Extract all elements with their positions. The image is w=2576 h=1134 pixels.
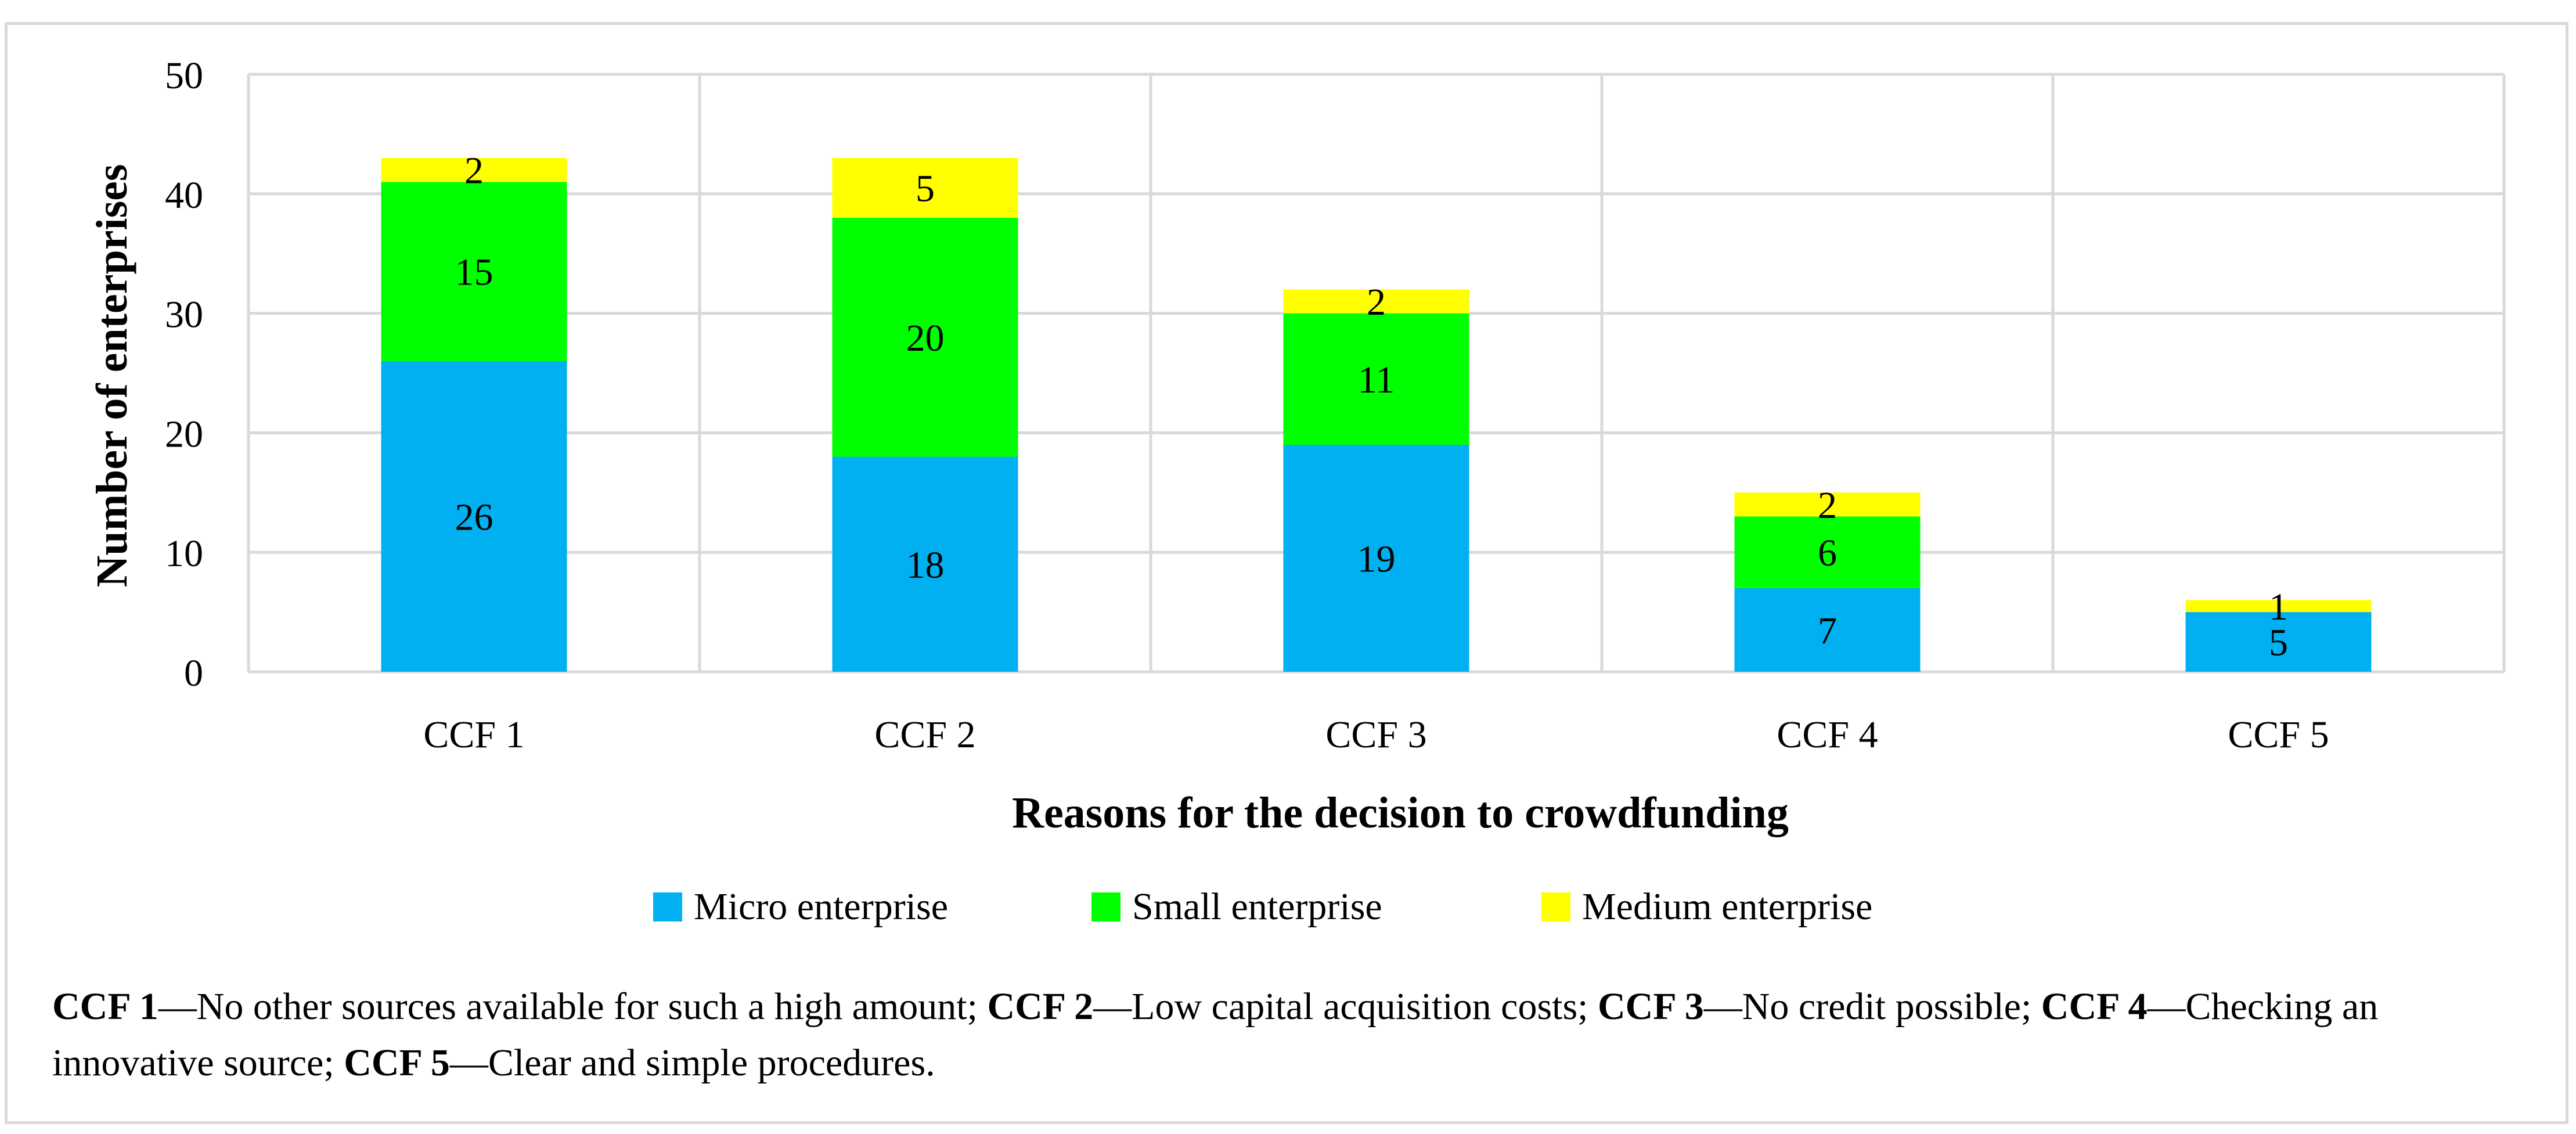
y-tick-label: 10	[165, 532, 203, 575]
bar-segment	[2185, 612, 2372, 672]
y-tick-label: 40	[165, 174, 203, 217]
caption-text: —Checking an innovative source;	[52, 985, 2379, 1084]
data-label: 5	[2269, 622, 2288, 664]
data-label: 15	[455, 251, 493, 294]
y-tick-labels: 0 10 20 30 40 50	[165, 55, 203, 694]
y-tick-label: 30	[165, 294, 203, 336]
data-label: 2	[1367, 281, 1386, 323]
x-tick-label: CCF 4	[1777, 714, 1878, 756]
legend-swatch	[1091, 892, 1121, 921]
legend-swatch	[1541, 892, 1570, 921]
data-label: 19	[1357, 538, 1396, 580]
caption-key: CCF 3	[1598, 985, 1704, 1028]
caption-key: CCF 1	[52, 985, 158, 1028]
caption-key: CCF 4	[2041, 985, 2148, 1028]
gridlines	[247, 73, 2506, 674]
data-label: 1	[2269, 586, 2288, 628]
legend-label: Micro enterprise	[694, 885, 948, 928]
y-tick-label: 20	[165, 413, 203, 455]
data-label: 5	[916, 168, 935, 210]
data-label: 7	[1818, 610, 1837, 652]
x-axis-label: Reasons for the decision to crowdfunding	[1012, 789, 1789, 837]
x-tick-labels: CCF 1 CCF 2 CCF 3 CCF 4 CCF 5	[423, 714, 2329, 756]
bar-segment	[381, 361, 567, 672]
figure-caption: CCF 1—No other sources available for suc…	[52, 978, 2537, 1091]
legend-swatch	[653, 892, 682, 921]
caption-key: CCF 5	[344, 1042, 450, 1084]
caption-text: —Low capital acquisition costs;	[1093, 985, 1598, 1028]
bar-segment	[1734, 492, 1921, 517]
legend: Micro enterprise Small enterprise Medium e…	[653, 885, 1872, 928]
bar-segment	[1283, 289, 1469, 314]
bar-segment	[2185, 600, 2372, 613]
caption-text: —Clear and simple procedures.	[449, 1042, 935, 1084]
bar-segment	[1734, 588, 1921, 672]
x-tick-label: CCF 3	[1325, 714, 1426, 756]
x-tick-label: CCF 5	[2228, 714, 2329, 756]
bar-segment	[1283, 444, 1469, 672]
y-tick-label: 50	[165, 55, 203, 97]
bars	[381, 158, 2372, 672]
bar-segment	[832, 158, 1018, 218]
figure-frame	[5, 22, 2568, 1124]
x-tick-label: CCF 2	[874, 714, 975, 756]
y-tick-label: 0	[184, 652, 203, 694]
caption-key: CCF 2	[987, 985, 1094, 1028]
data-label: 18	[906, 544, 945, 586]
data-label: 11	[1358, 359, 1395, 401]
legend-label: Small enterprise	[1132, 885, 1382, 928]
data-label: 20	[906, 317, 945, 359]
bar-segment	[1283, 313, 1469, 445]
caption-text: —No credit possible;	[1703, 985, 2041, 1028]
data-label: 2	[464, 150, 484, 192]
bar-segment	[381, 158, 567, 182]
y-axis-label: Number of enterprises	[88, 164, 136, 588]
caption-text: —No other sources available for such a h…	[158, 985, 988, 1028]
bar-segment	[832, 456, 1018, 672]
data-label: 26	[455, 496, 493, 538]
data-label: 2	[1818, 484, 1837, 527]
bar-segment	[381, 182, 567, 361]
bar-segment	[1734, 516, 1921, 588]
x-tick-label: CCF 1	[423, 714, 524, 756]
bar-segment	[832, 217, 1018, 457]
legend-label: Medium enterprise	[1582, 885, 1872, 928]
data-label: 6	[1818, 532, 1837, 574]
